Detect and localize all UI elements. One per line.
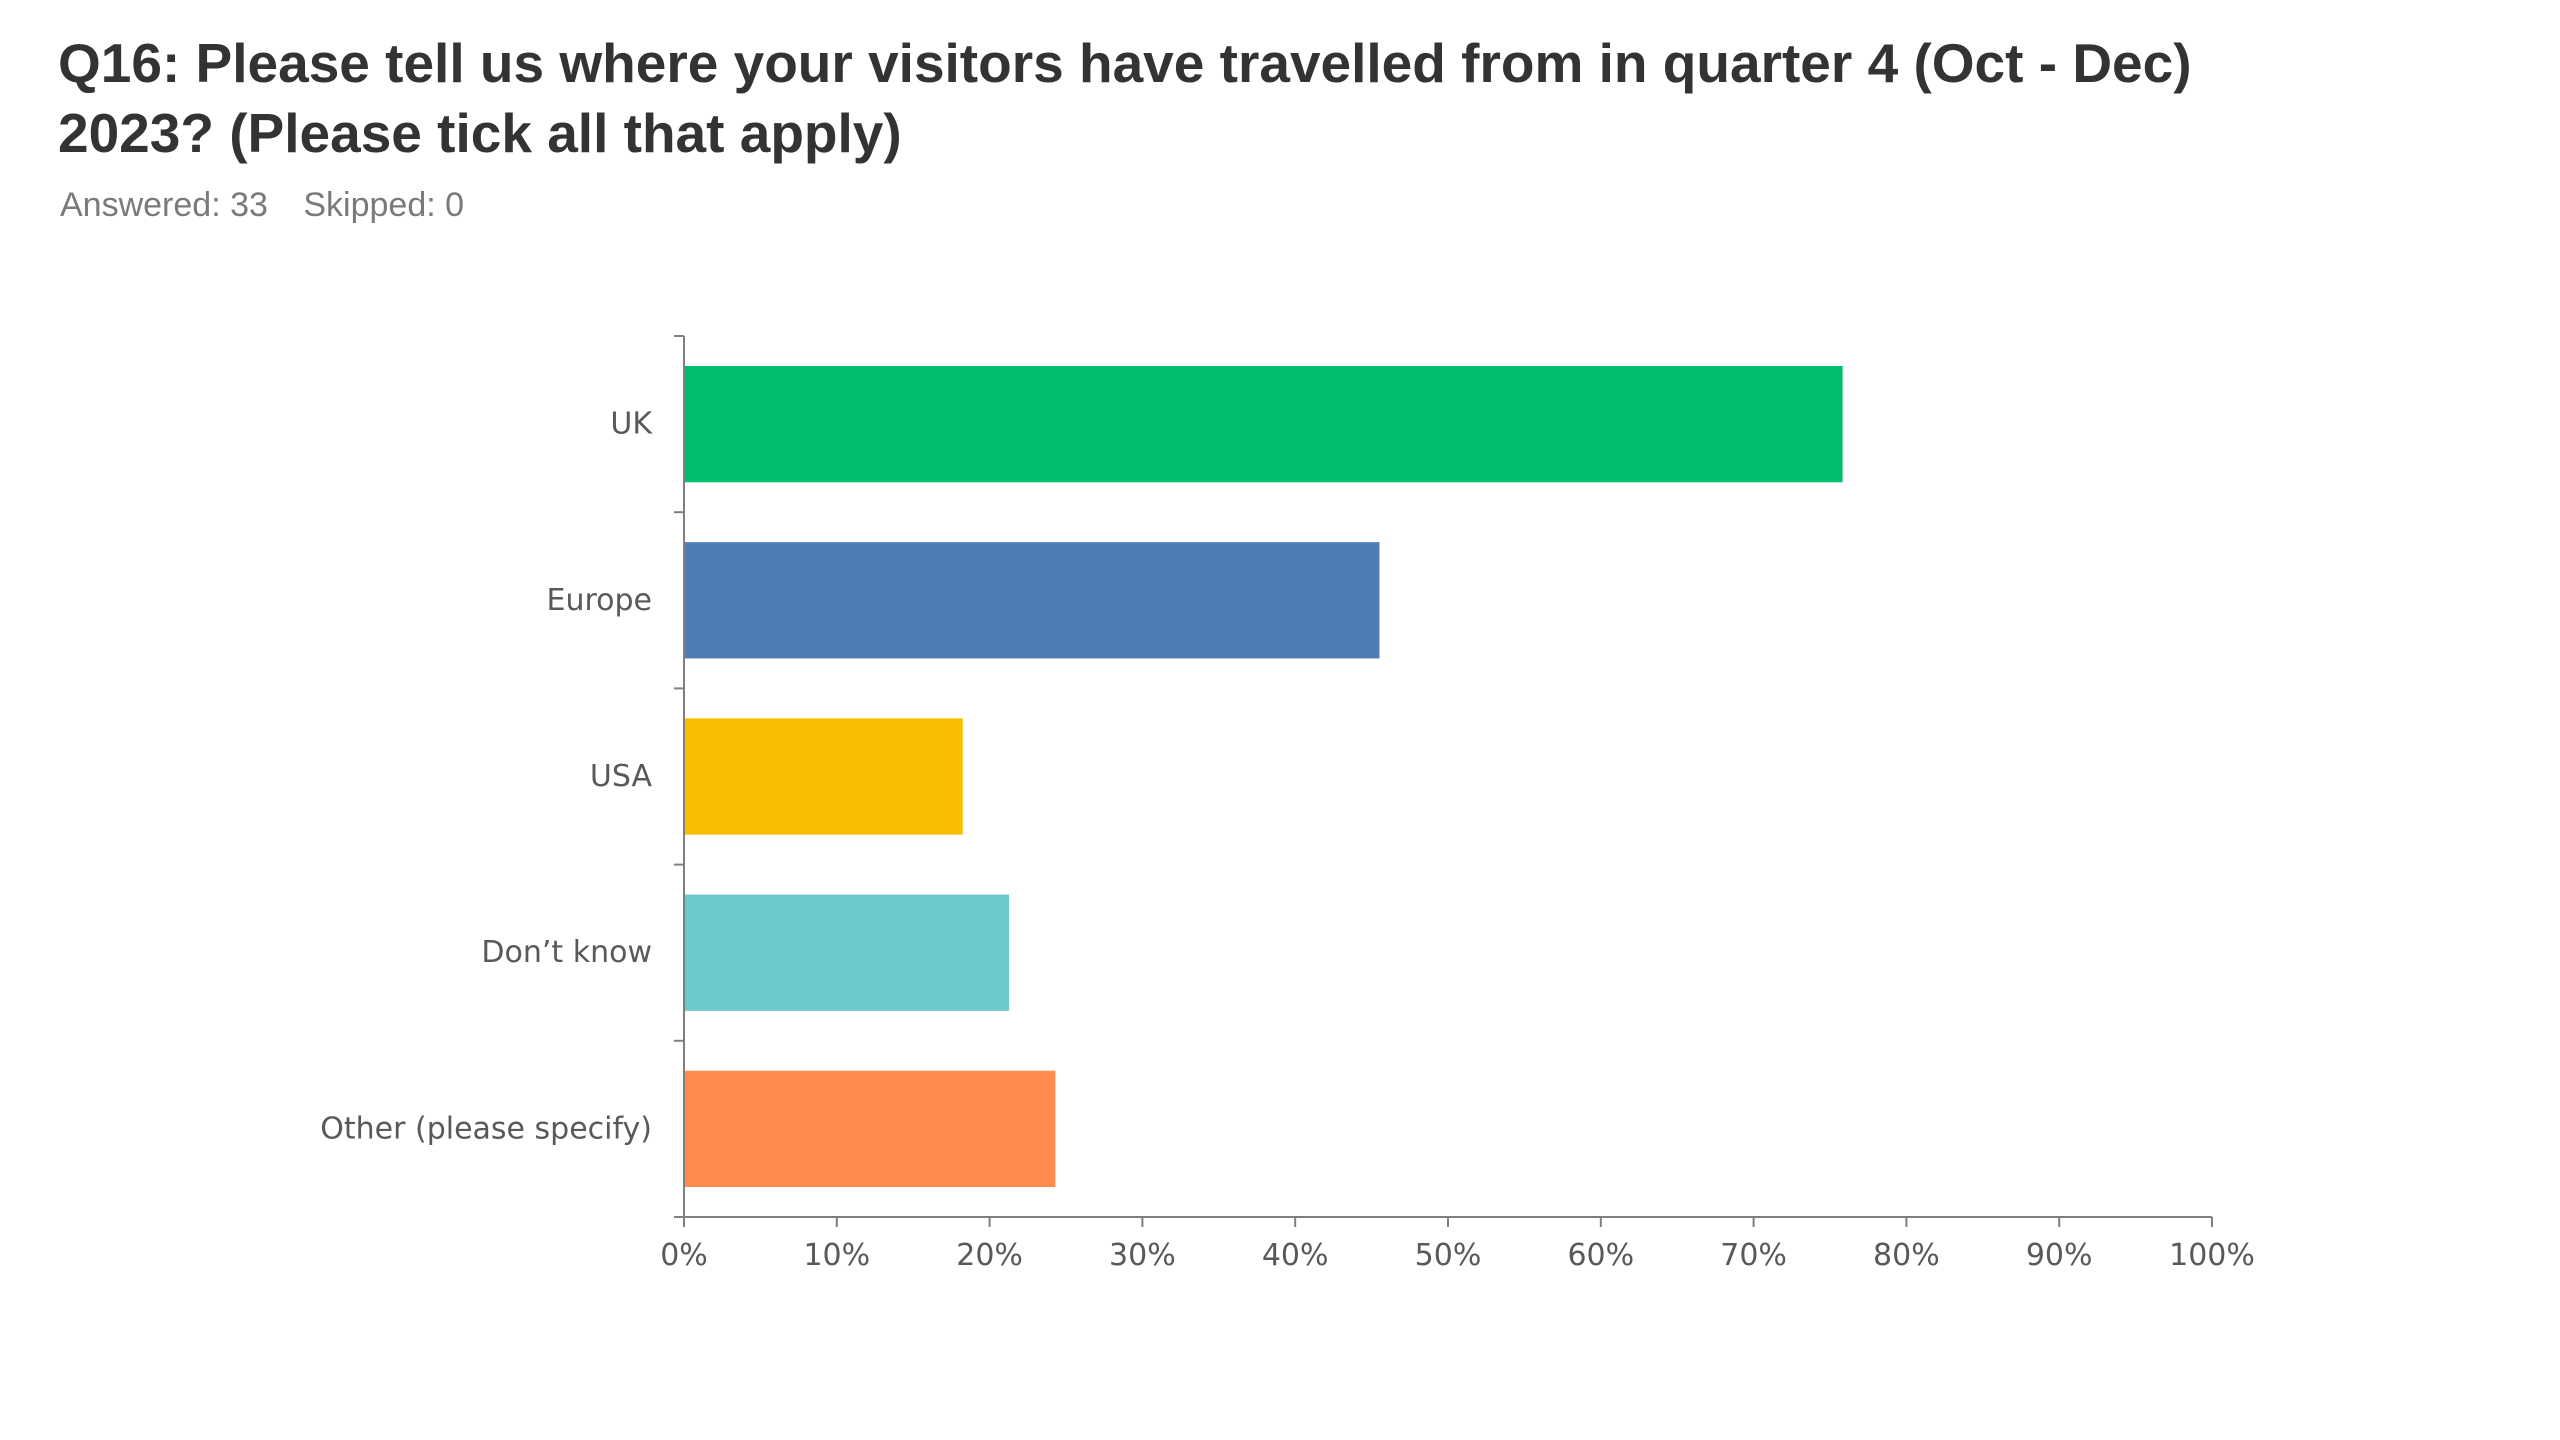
x-tick-label-80: 80% xyxy=(1873,1238,1940,1273)
bar-don-t-know xyxy=(685,894,1010,1011)
bar-uk xyxy=(685,365,1843,483)
category-label-usa: USA xyxy=(590,759,653,794)
category-label-other-please-specify: Other (please specify) xyxy=(320,1111,652,1146)
axes-group xyxy=(674,335,2213,1227)
bars-group xyxy=(685,365,1843,1188)
category-label-uk: UK xyxy=(610,407,653,442)
bar-europe xyxy=(685,542,1380,659)
x-tick-label-60: 60% xyxy=(1567,1238,1634,1273)
x-tick-label-40: 40% xyxy=(1262,1238,1329,1273)
question-title: Q16: Please tell us where your visitors … xyxy=(58,32,2192,164)
labels-group: UK Europe USA Don’t know Other (please speci… xyxy=(320,407,2255,1273)
answered-count: Answered: 33 xyxy=(60,186,268,224)
x-tick-label-100: 100% xyxy=(2169,1238,2255,1273)
x-tick-label-20: 20% xyxy=(956,1238,1023,1273)
x-tick-label-0: 0% xyxy=(660,1238,708,1273)
skipped-count: Skipped: 0 xyxy=(303,186,465,224)
bar-other-please-specify xyxy=(685,1070,1056,1188)
x-tick-label-90: 90% xyxy=(2026,1238,2093,1273)
x-tick-label-10: 10% xyxy=(803,1238,870,1273)
category-label-europe: Europe xyxy=(547,583,653,618)
x-tick-label-30: 30% xyxy=(1109,1238,1176,1273)
x-tick-label-70: 70% xyxy=(1720,1238,1787,1273)
x-tick-label-50: 50% xyxy=(1415,1238,1482,1273)
category-label-don-t-know: Don’t know xyxy=(481,935,652,970)
bar-usa xyxy=(685,718,963,835)
response-stats: Answered: 33 Skipped: 0 xyxy=(60,186,490,225)
